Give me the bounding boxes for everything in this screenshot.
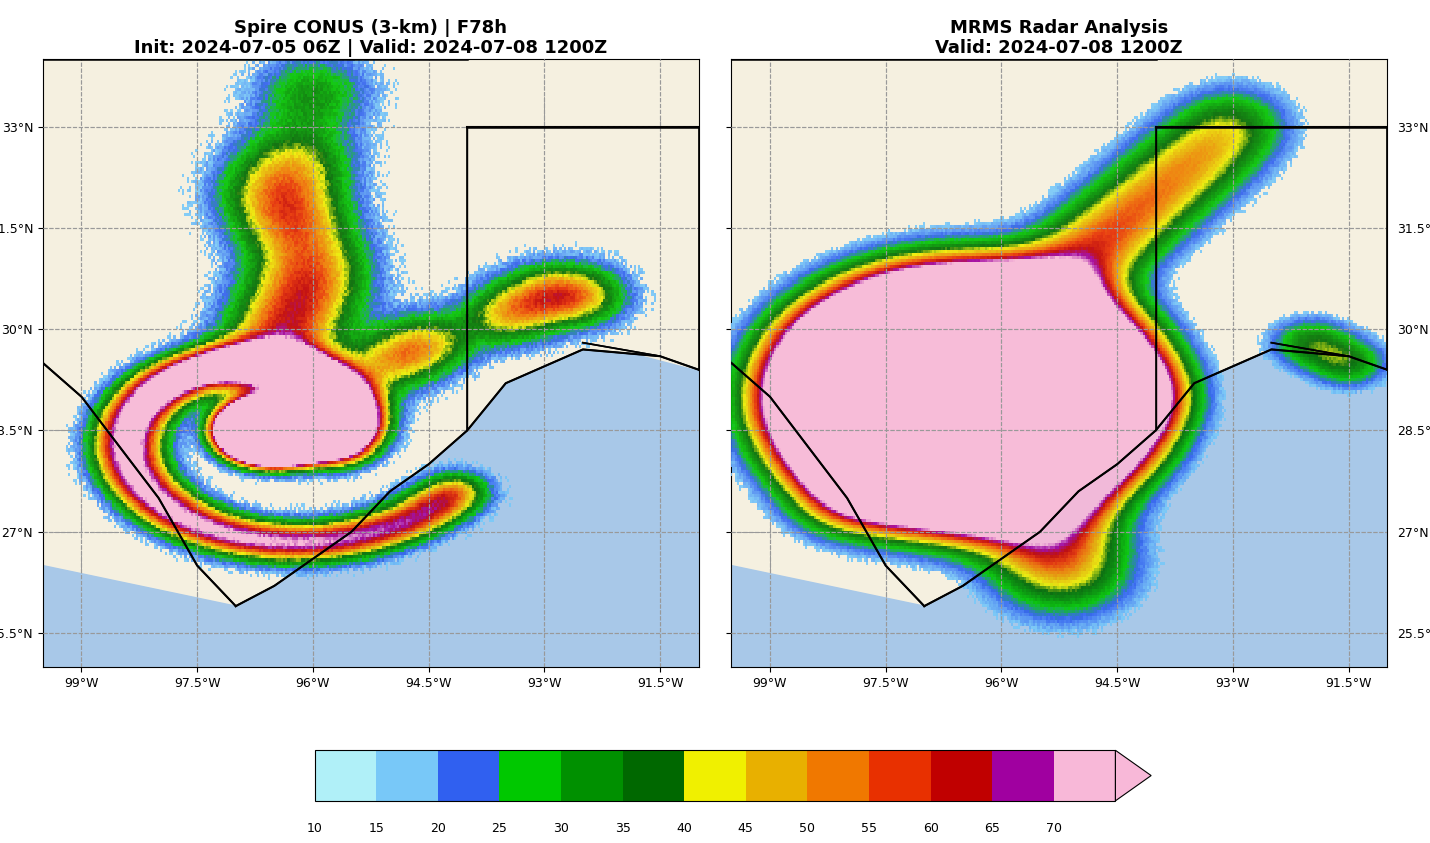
Polygon shape (43, 59, 699, 126)
Text: 65: 65 (984, 822, 1000, 835)
Text: 70: 70 (1045, 822, 1062, 835)
Polygon shape (43, 350, 699, 667)
Polygon shape (692, 59, 1155, 606)
Text: 25: 25 (492, 822, 508, 835)
Polygon shape (731, 59, 1387, 126)
Polygon shape (468, 126, 699, 431)
Text: 40: 40 (676, 822, 692, 835)
Polygon shape (731, 350, 1387, 667)
Polygon shape (4, 59, 468, 606)
Text: 35: 35 (615, 822, 631, 835)
Polygon shape (43, 566, 82, 667)
Text: 10: 10 (306, 822, 323, 835)
Text: 20: 20 (430, 822, 446, 835)
Text: 45: 45 (738, 822, 754, 835)
Text: 60: 60 (922, 822, 938, 835)
Polygon shape (731, 566, 769, 667)
Text: 15: 15 (369, 822, 385, 835)
Text: 55: 55 (861, 822, 877, 835)
Title: MRMS Radar Analysis
Valid: 2024-07-08 1200Z: MRMS Radar Analysis Valid: 2024-07-08 12… (935, 19, 1183, 57)
Text: 30: 30 (553, 822, 569, 835)
Title: Spire CONUS (3-km) | F78h
Init: 2024-07-05 06Z | Valid: 2024-07-08 1200Z: Spire CONUS (3-km) | F78h Init: 2024-07-… (134, 19, 608, 57)
Polygon shape (1155, 126, 1387, 431)
Text: 50: 50 (799, 822, 815, 835)
